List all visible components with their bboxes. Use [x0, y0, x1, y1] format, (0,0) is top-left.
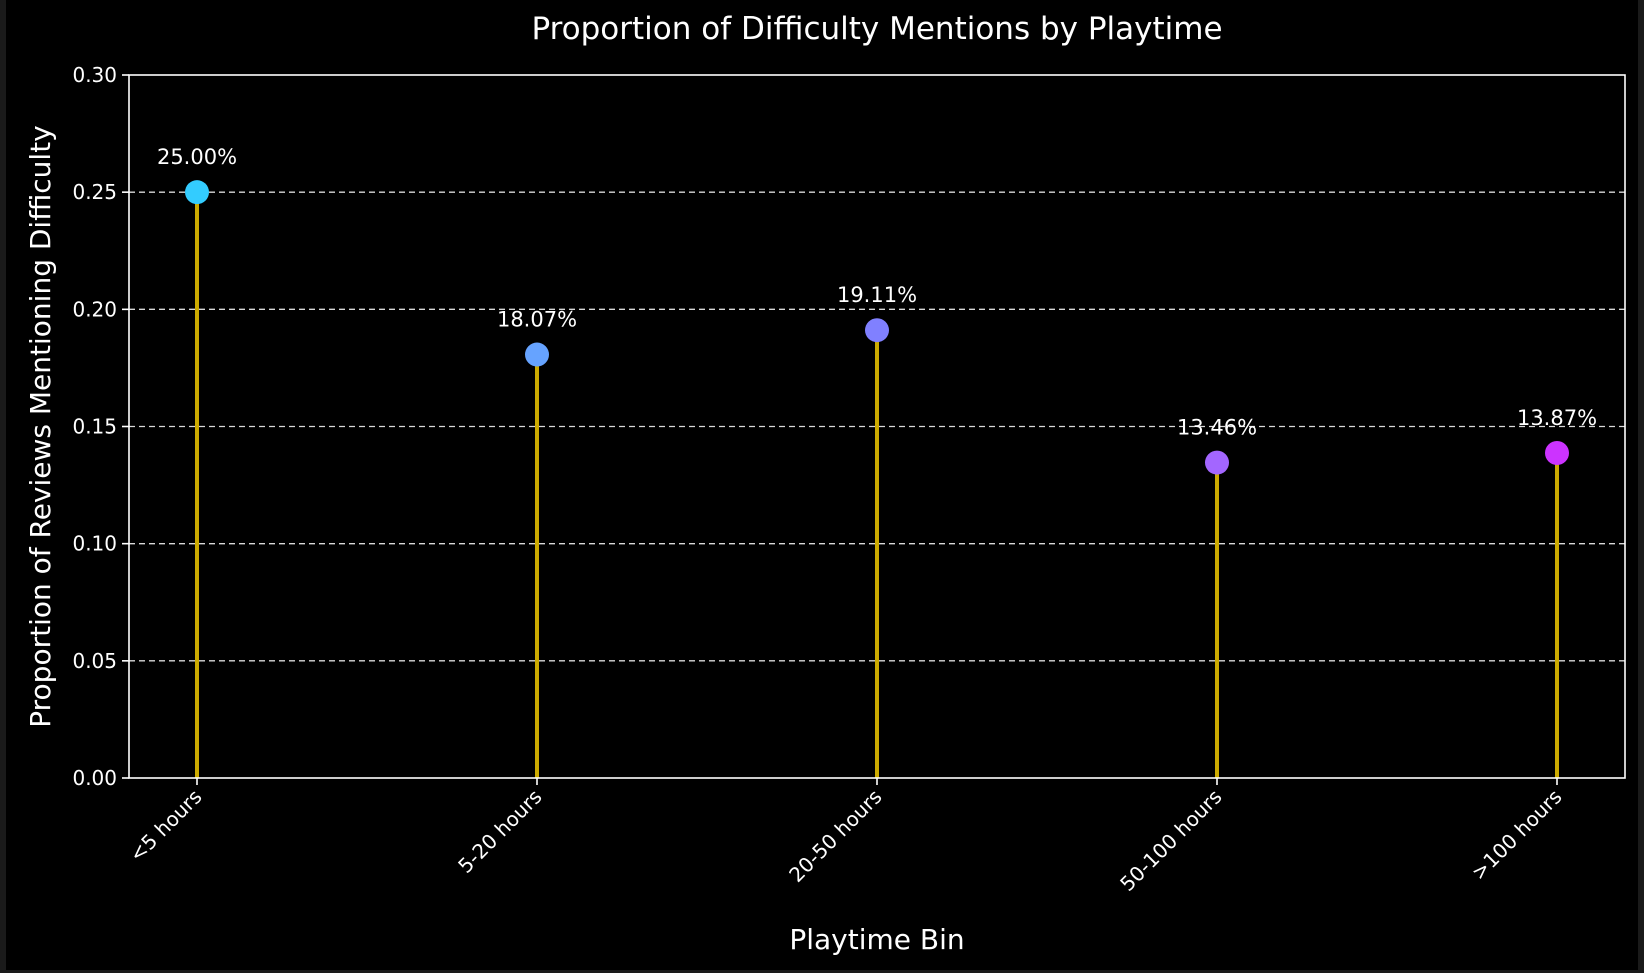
y-axis-label: Proportion of Reviews Mentioning Difficu… — [24, 125, 57, 728]
y-tick-label: 0.05 — [72, 649, 117, 673]
y-tick-label: 0.00 — [72, 766, 117, 790]
chart-title: Proportion of Difficulty Mentions by Pla… — [531, 11, 1222, 47]
chart-figure: 25.00% 18.07% 19.11% 13.46% 13.87% 0.00 0.05 0… — [6, 0, 1638, 970]
data-label: 25.00% — [157, 145, 237, 169]
data-label: 13.87% — [1517, 406, 1597, 430]
data-label: 19.11% — [837, 283, 917, 307]
data-labels: 25.00% 18.07% 19.11% 13.46% 13.87% — [157, 145, 1597, 439]
data-label: 13.46% — [1177, 416, 1257, 440]
figure-background — [6, 0, 1638, 970]
lollipop-marker — [1205, 450, 1229, 475]
y-tick-label: 0.10 — [72, 532, 117, 556]
lollipop-marker — [185, 180, 209, 205]
data-label: 18.07% — [497, 308, 577, 332]
lollipop-chart: 25.00%18.07%19.11%13.46% 13.87% 0.000.050… — [6, 0, 1638, 970]
stems — [195, 192, 1559, 778]
y-tick-label: 0.15 — [72, 415, 117, 439]
y-tick-label: 0.20 — [72, 297, 117, 321]
lollipop-marker — [525, 342, 549, 367]
lollipop-marker — [865, 318, 889, 343]
y-axis-ticks: 0.00 0.05 0.10 0.15 0.20 0.25 0.30 — [72, 63, 129, 790]
y-tick-label: 0.30 — [72, 63, 117, 87]
y-tick-label: 0.25 — [72, 180, 117, 204]
lollipop-marker — [1545, 440, 1569, 465]
x-axis-label: Playtime Bin — [789, 923, 964, 956]
markers — [185, 180, 1569, 475]
